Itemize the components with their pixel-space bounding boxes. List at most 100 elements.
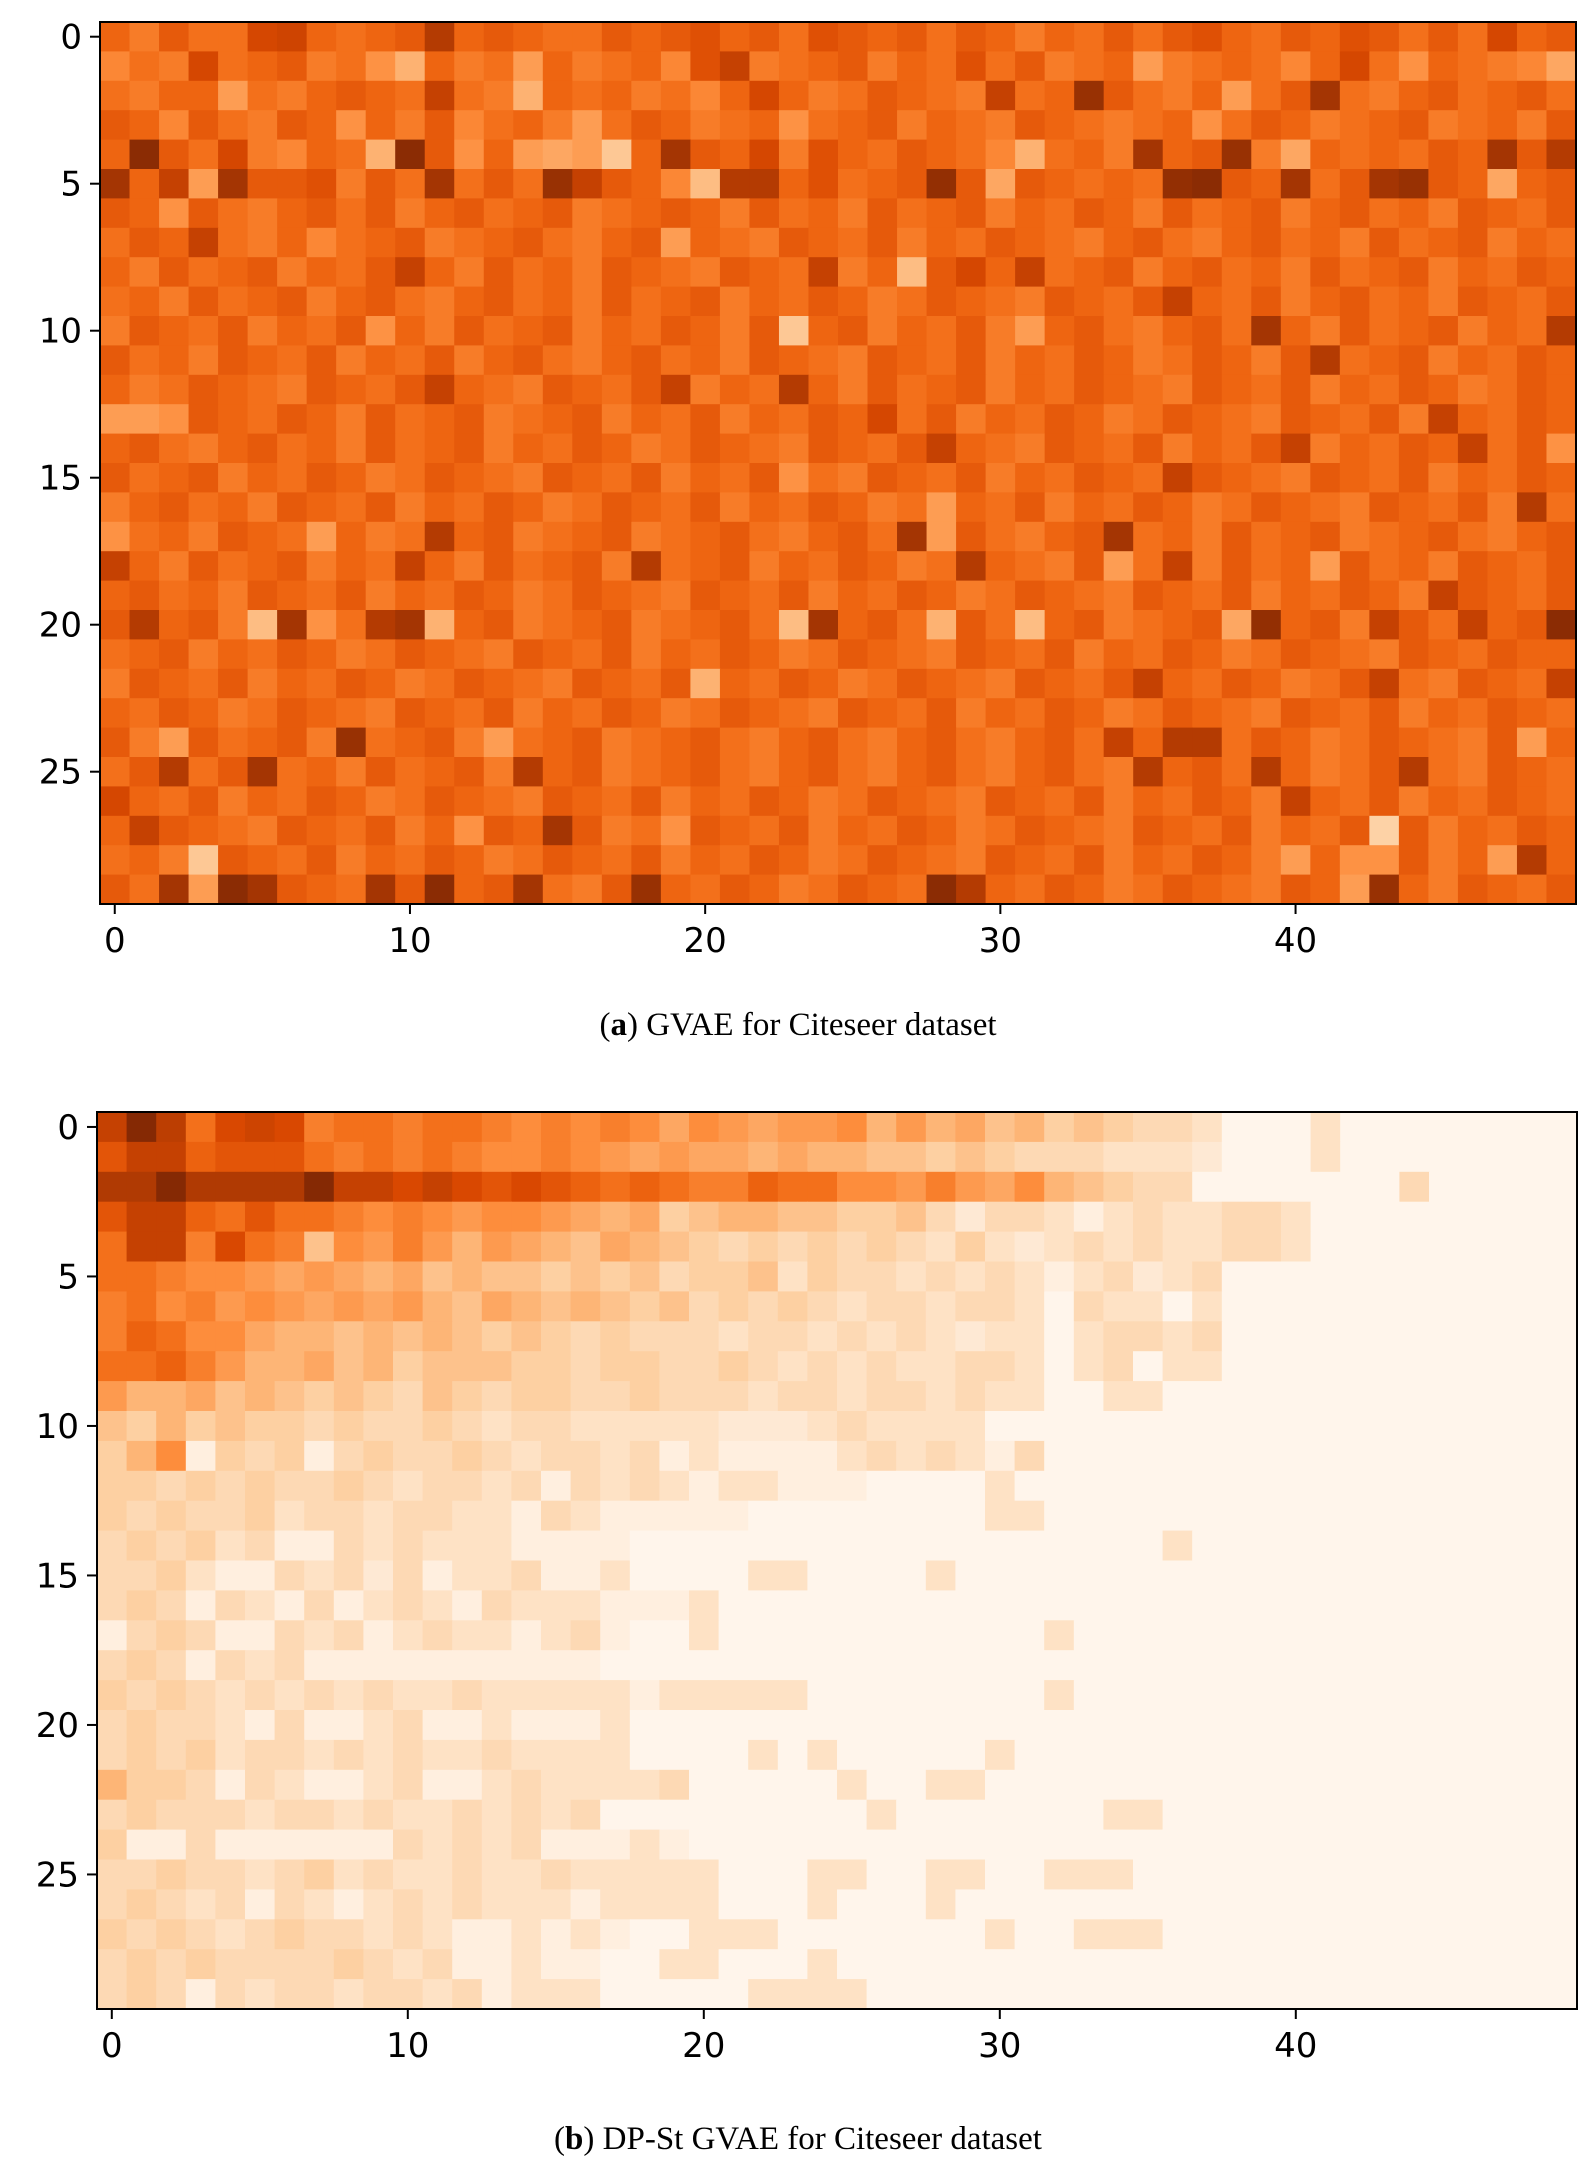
heatmap-b-cell: [925, 1949, 956, 1980]
heatmap-b-cell: [1488, 1829, 1519, 1861]
heatmap-b-cell: [1458, 1979, 1489, 2010]
heatmap-a-cell: [1428, 874, 1459, 905]
heatmap-b-cell: [97, 1201, 128, 1233]
heatmap-b-cell: [97, 1440, 128, 1472]
heatmap-a-cell: [1280, 521, 1311, 552]
heatmap-a-cell: [778, 668, 810, 699]
heatmap-a-cell: [395, 316, 426, 346]
heatmap-b-cell: [629, 1321, 660, 1352]
heatmap-b-cell: [393, 1710, 424, 1741]
heatmap-a-cell: [985, 786, 1016, 817]
heatmap-b-cell: [422, 1351, 453, 1382]
heatmap-a-cell: [1280, 286, 1311, 317]
heatmap-a-cell: [1015, 551, 1046, 582]
heatmap-a-cell: [690, 198, 721, 229]
heatmap-b-cell: [1014, 1590, 1045, 1621]
heatmap-a-cell: [838, 51, 869, 82]
heatmap-b-cell: [1517, 1261, 1548, 1292]
heatmap-a-cell: [1428, 668, 1459, 699]
heatmap-a-cell: [218, 433, 249, 464]
heatmap-a-cell: [277, 286, 308, 317]
heatmap-b-cell: [1429, 1171, 1460, 1203]
heatmap-a-cell: [1546, 404, 1577, 435]
heatmap-b-cell: [659, 1739, 690, 1771]
heatmap-b-cell: [1458, 1171, 1489, 1203]
heatmap-a-cell: [395, 757, 426, 787]
heatmap-b-cell: [1429, 1650, 1460, 1681]
heatmap-b-cell: [896, 1650, 927, 1681]
heatmap-a-cell: [1044, 668, 1075, 699]
heatmap-b-cell: [896, 1739, 927, 1771]
heatmap-a-cell: [1162, 286, 1193, 317]
heatmap-a-cell: [808, 492, 839, 523]
heatmap-b-cell: [1221, 1530, 1252, 1562]
heatmap-a-cell: [838, 551, 869, 582]
heatmap-b-cell: [511, 1590, 542, 1621]
heatmap-a-cell: [719, 757, 751, 787]
heatmap-a-cell: [1221, 757, 1252, 787]
heatmap-b-cell: [333, 1799, 364, 1831]
heatmap-a-cell: [897, 139, 928, 170]
heatmap-a-cell: [1251, 22, 1282, 52]
heatmap-b-cell: [245, 1201, 276, 1233]
heatmap-b-cell: [1162, 1949, 1193, 1980]
heatmap-b-cell: [1488, 1889, 1519, 1920]
heatmap-b-cell: [1488, 1979, 1519, 2010]
heatmap-b-cell: [1014, 1171, 1045, 1203]
heatmap-a-cell: [985, 286, 1016, 317]
heatmap-a-cell: [1487, 110, 1518, 141]
heatmap-b-cell: [1103, 1440, 1134, 1472]
heatmap-a-cell: [542, 463, 573, 493]
heatmap-a-cell: [1103, 874, 1134, 905]
heatmap-a-cell: [1310, 757, 1341, 787]
heatmap-b-cell: [1192, 1769, 1223, 1801]
heatmap-b-cell: [245, 1351, 276, 1382]
heatmap-b-cell: [1133, 1620, 1164, 1651]
heatmap-a-cell: [424, 257, 455, 288]
heatmap-b-cell: [570, 1680, 601, 1711]
heatmap-b-cell: [1073, 1710, 1104, 1741]
heatmap-a-cell: [306, 169, 337, 199]
heatmap-a-cell: [1133, 345, 1164, 376]
heatmap-b-cell: [511, 1620, 542, 1651]
heatmap-a-cell: [572, 345, 603, 376]
heatmap-a-cell: [1251, 286, 1282, 317]
heatmap-b-cell: [422, 1919, 453, 1950]
heatmap-a-cell: [749, 786, 780, 817]
heatmap-b-cell: [1251, 1769, 1282, 1801]
heatmap-a-cell: [159, 198, 190, 229]
heatmap-a-cell: [1251, 492, 1282, 523]
heatmap-a-cell: [129, 727, 160, 758]
heatmap-a-cell: [247, 492, 278, 523]
heatmap-b-cell: [1073, 1261, 1104, 1292]
heatmap-b-cell: [215, 1829, 246, 1861]
heatmap-a-cell: [542, 786, 573, 817]
heatmap-b-cell: [452, 1470, 483, 1502]
heatmap-b-cell: [659, 1141, 690, 1173]
heatmap-a-cell: [1015, 22, 1046, 52]
heatmap-b-cell: [1458, 1112, 1489, 1143]
heatmap-a-cell: [218, 139, 249, 170]
heatmap-b-cell: [629, 1411, 660, 1442]
heatmap-b-cell: [600, 1769, 631, 1801]
heatmap-a-cell: [483, 727, 514, 758]
heatmap-b-cell: [245, 1440, 276, 1472]
heatmap-a-cell: [336, 404, 367, 435]
heatmap-a-cell: [719, 874, 751, 905]
heatmap-b-cell: [245, 1291, 276, 1322]
heatmap-b-ytick-label: 20: [36, 1706, 79, 1746]
heatmap-b-cell: [748, 1979, 779, 2010]
heatmap-b-cell: [1221, 1141, 1252, 1173]
heatmap-b-cell: [541, 1919, 572, 1950]
heatmap-b-cell: [925, 1500, 956, 1532]
heatmap-b-cell: [925, 1351, 956, 1382]
heatmap-b-cell: [481, 1141, 512, 1173]
heatmap-b-cell: [985, 1710, 1016, 1741]
heatmap-a-cell: [956, 169, 987, 199]
heatmap-b-cell: [1458, 1440, 1489, 1472]
heatmap-b-cell: [274, 1859, 305, 1890]
heatmap-b-cell: [1517, 1829, 1548, 1861]
heatmap-b-cell: [600, 1620, 631, 1651]
heatmap-a-cell: [1133, 639, 1164, 670]
heatmap-a-cell: [660, 551, 691, 582]
